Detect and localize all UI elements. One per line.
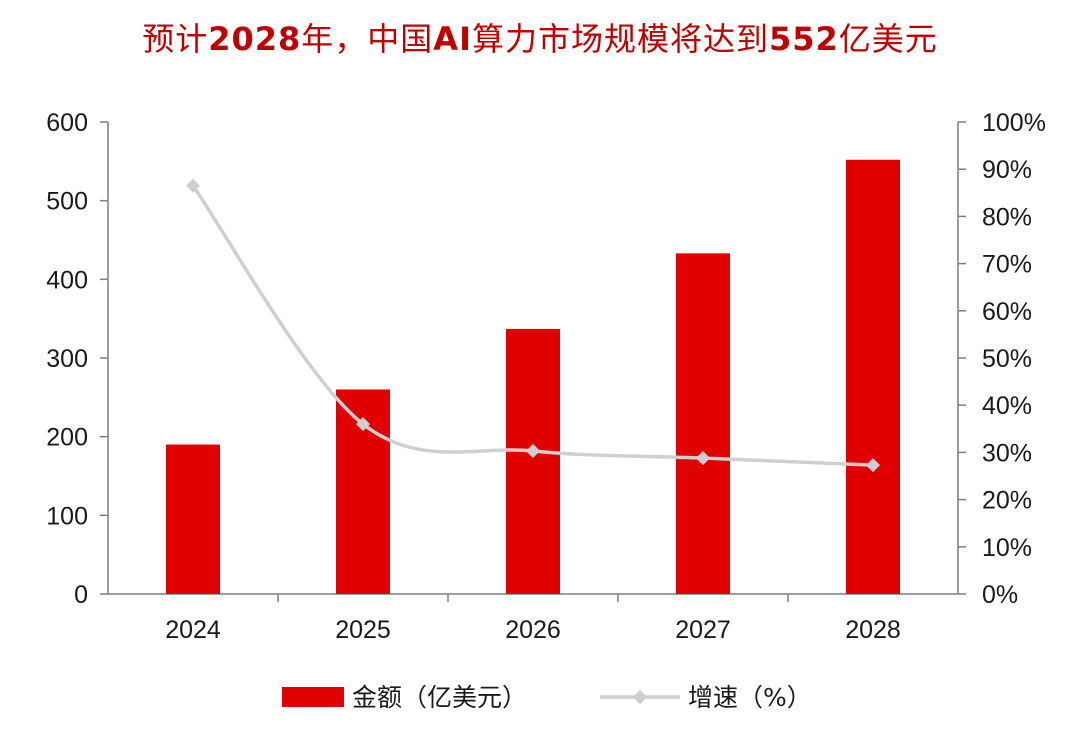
right-tick-label: 10%	[982, 534, 1032, 562]
left-tick-label: 100	[46, 502, 88, 530]
bar	[166, 444, 220, 594]
right-tick-label: 80%	[982, 203, 1032, 231]
right-tick-label: 60%	[982, 298, 1032, 326]
growth-line	[191, 184, 874, 467]
line-point	[695, 450, 711, 466]
legend-line-label: 增速（%）	[688, 683, 812, 712]
x-tick-label: 2025	[335, 616, 391, 644]
x-tick-label: 2028	[845, 616, 901, 644]
right-tick-label: 40%	[982, 392, 1032, 420]
left-tick-label: 0	[74, 581, 88, 609]
bar-series	[166, 159, 900, 594]
bar	[506, 328, 560, 594]
left-tick-label: 500	[46, 188, 88, 216]
line-point	[865, 458, 881, 473]
legend-bar-label: 金额（亿美元）	[352, 683, 527, 712]
line-point	[185, 178, 201, 193]
left-tick-label: 400	[46, 266, 88, 294]
right-tick-label: 50%	[982, 345, 1032, 373]
chart-title: 预计2028年，中国AI算力市场规模将达到552亿美元	[142, 20, 938, 58]
right-tick-label: 70%	[982, 251, 1032, 279]
right-tick-label: 100%	[982, 109, 1046, 137]
line-point	[525, 443, 541, 459]
x-tick-label: 2024	[165, 616, 221, 644]
right-tick-label: 0%	[982, 581, 1018, 609]
line-point	[355, 417, 371, 432]
x-tick-label: 2027	[675, 616, 731, 644]
bar	[846, 159, 900, 594]
right-tick-label: 20%	[982, 487, 1032, 515]
x-tick-label: 2026	[505, 616, 561, 644]
left-tick-label: 300	[46, 345, 88, 373]
legend-line-marker	[632, 689, 648, 705]
bar	[676, 253, 730, 594]
chart-axes: 0 100 200 300 400 500 600 0% 10% 20% 30% 40% 50% 60% 7…	[46, 109, 1046, 644]
left-tick-label: 600	[46, 109, 88, 137]
legend-bar-swatch	[282, 687, 344, 707]
left-tick-label: 200	[46, 424, 88, 452]
legend: 金额（亿美元） 增速（%）	[282, 683, 812, 712]
right-tick-label: 90%	[982, 156, 1032, 184]
right-tick-label: 30%	[982, 439, 1032, 467]
line-series	[185, 178, 881, 473]
